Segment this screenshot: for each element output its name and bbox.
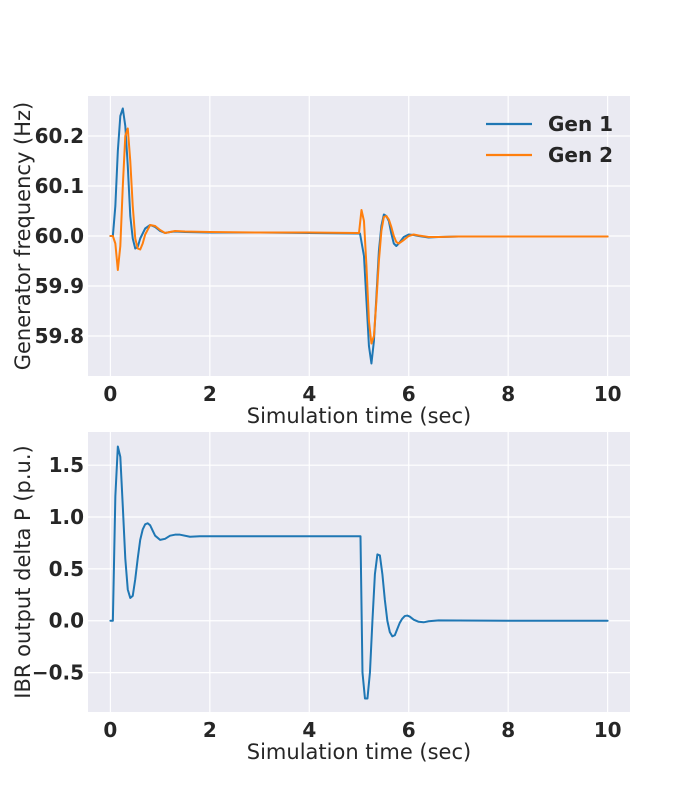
legend-label-gen-2: Gen 2 bbox=[548, 143, 613, 167]
ibr-power-y-ticks: −0.5 0.0 0.5 1.0 1.5 bbox=[32, 453, 84, 684]
ibr-power-x-tick-label: 10 bbox=[594, 718, 622, 742]
legend-label-gen-1: Gen 1 bbox=[548, 112, 613, 136]
frequency-y-tick-label: 59.8 bbox=[35, 324, 84, 348]
frequency-y-tick-label: 60.1 bbox=[35, 174, 84, 198]
frequency-x-ticks: 0 2 4 6 8 10 bbox=[103, 382, 621, 406]
ibr-power-x-tick-label: 0 bbox=[103, 718, 117, 742]
ibr-power-x-ticks: 0 2 4 6 8 10 bbox=[103, 718, 621, 742]
frequency-x-tick-label: 0 bbox=[103, 382, 117, 406]
ibr-power-lines bbox=[109, 445, 609, 700]
frequency-x-tick-label: 4 bbox=[302, 382, 316, 406]
ibr-power-x-tick-label: 2 bbox=[203, 718, 217, 742]
frequency-x-tick-label: 8 bbox=[501, 382, 515, 406]
ibr-power-x-axis-label: Simulation time (sec) bbox=[247, 740, 471, 764]
frequency-y-tick-label: 59.9 bbox=[35, 274, 84, 298]
ibr-power-x-tick-label: 8 bbox=[501, 718, 515, 742]
ibr-power-gridlines bbox=[88, 432, 630, 712]
series-line-gen-2 bbox=[109, 127, 609, 345]
frequency-x-tick-label: 6 bbox=[402, 382, 416, 406]
ibr-power-y-tick-label: 0.0 bbox=[49, 609, 84, 633]
frequency-lines bbox=[109, 107, 609, 365]
frequency-y-ticks: 59.8 59.9 60.0 60.1 60.2 bbox=[35, 124, 84, 348]
frequency-y-tick-label: 60.0 bbox=[35, 224, 84, 248]
ibr-power-panel: 0 2 4 6 8 10 −0.5 0.0 0.5 1.0 1.5 Simulation time… bbox=[11, 432, 630, 764]
frequency-gridlines bbox=[88, 96, 630, 376]
ibr-power-x-tick-label: 6 bbox=[402, 718, 416, 742]
ibr-power-x-tick-label: 4 bbox=[302, 718, 316, 742]
frequency-y-axis-label: Generator frequency (Hz) bbox=[11, 102, 35, 371]
frequency-panel: 0 2 4 6 8 10 59.8 59.9 60.0 60.1 60.2 Simulation … bbox=[11, 96, 630, 428]
ibr-power-y-tick-label: 0.5 bbox=[49, 557, 84, 581]
ibr-power-y-tick-label: 1.5 bbox=[49, 453, 84, 477]
ibr-power-plot-area bbox=[88, 432, 630, 712]
ibr-power-y-tick-label: 1.0 bbox=[49, 505, 84, 529]
ibr-power-y-tick-label: −0.5 bbox=[32, 661, 84, 685]
frequency-y-tick-label: 60.2 bbox=[35, 124, 84, 148]
ibr-power-series-line bbox=[109, 445, 609, 700]
frequency-x-tick-label: 2 bbox=[203, 382, 217, 406]
frequency-legend: Gen 1 Gen 2 bbox=[486, 112, 613, 167]
series-line-gen-1 bbox=[109, 107, 609, 365]
frequency-x-axis-label: Simulation time (sec) bbox=[247, 404, 471, 428]
ibr-power-y-axis-label: IBR output delta P (p.u.) bbox=[11, 445, 35, 698]
frequency-x-tick-label: 10 bbox=[594, 382, 622, 406]
